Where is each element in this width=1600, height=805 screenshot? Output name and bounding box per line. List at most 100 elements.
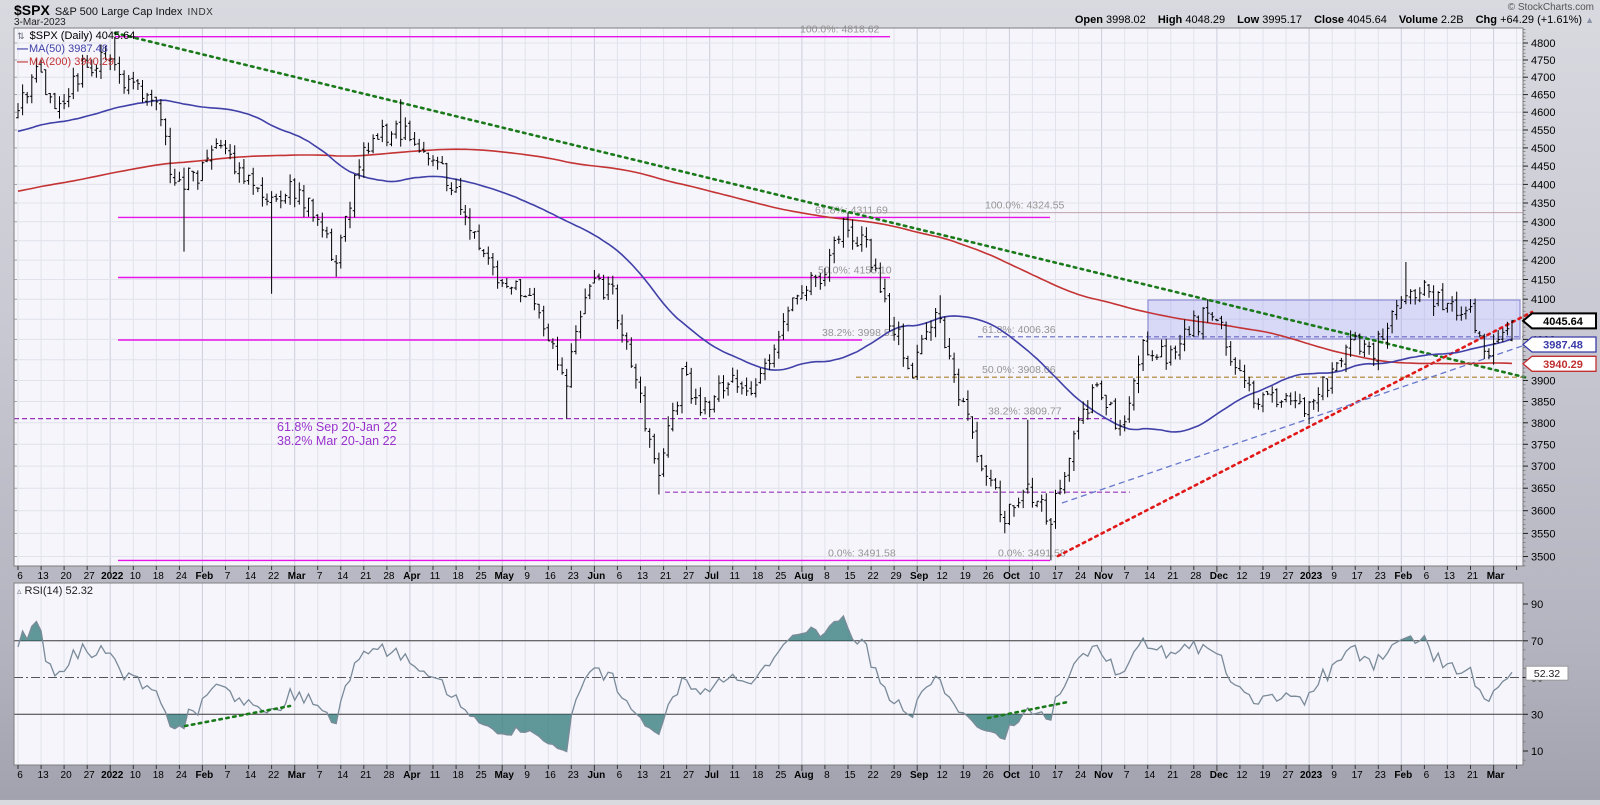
svg-text:3550: 3550 [1531,528,1555,540]
svg-text:7: 7 [1124,770,1130,781]
svg-text:17: 17 [1352,571,1364,582]
svg-text:29: 29 [891,571,903,582]
svg-text:4200: 4200 [1531,255,1555,267]
svg-text:100.0%: 4324.55: 100.0%: 4324.55 [985,200,1065,212]
svg-text:24: 24 [1075,571,1087,582]
ohlc-bars [16,36,1514,561]
svg-text:28: 28 [1190,571,1202,582]
svg-text:11: 11 [430,571,441,582]
svg-text:14: 14 [337,571,349,582]
svg-text:8: 8 [824,770,830,781]
svg-text:15: 15 [844,571,856,582]
fib-note-618: 61.8% Sep 20-Jan 22 [277,420,398,434]
svg-text:Jun: Jun [588,571,606,582]
svg-text:52.32: 52.32 [1534,668,1560,680]
svg-text:12: 12 [937,770,949,781]
svg-text:4150: 4150 [1531,275,1555,287]
svg-text:18: 18 [453,571,465,582]
svg-text:6: 6 [617,571,623,582]
legend-title: $SPX (Daily) 4045.64 [29,30,136,42]
svg-text:11: 11 [430,770,441,781]
ma50-legend: MA(50) 3987.48 [29,43,108,55]
svg-text:Mar: Mar [288,571,306,582]
svg-text:4400: 4400 [1531,179,1555,191]
svg-text:Mar: Mar [1487,770,1505,781]
svg-text:22: 22 [268,571,280,582]
volume-label: Volume [1398,14,1438,26]
svg-text:30: 30 [1531,709,1543,721]
svg-text:11: 11 [730,571,741,582]
svg-text:14: 14 [1144,770,1156,781]
open-label: Open [1074,14,1103,26]
svg-text:4700: 4700 [1531,72,1555,84]
svg-text:Jul: Jul [704,571,719,582]
svg-text:28: 28 [383,571,395,582]
svg-text:Jul: Jul [704,770,719,781]
low-label: Low [1237,14,1260,26]
svg-text:38.2%: 3998.51: 38.2%: 3998.51 [822,327,896,339]
svg-text:12: 12 [937,571,949,582]
svg-text:21: 21 [1467,770,1479,781]
svg-text:Mar: Mar [1487,571,1505,582]
svg-text:23: 23 [568,770,580,781]
svg-text:Aug: Aug [794,571,813,582]
svg-text:Sep: Sep [910,770,928,781]
svg-text:13: 13 [38,770,50,781]
svg-text:14: 14 [337,770,349,781]
svg-text:28: 28 [1190,770,1202,781]
low-value: 3995.17 [1262,14,1302,26]
svg-text:27: 27 [84,770,96,781]
svg-text:10: 10 [130,571,142,582]
rsi-value-tag [1525,665,1569,681]
svg-text:8: 8 [824,571,830,582]
svg-text:24: 24 [176,770,188,781]
chart-date: 3-Mar-2023 [14,17,66,28]
svg-text:Nov: Nov [1094,571,1113,582]
ma200-line [17,148,1513,365]
svg-text:7: 7 [1124,571,1130,582]
svg-text:21: 21 [660,571,672,582]
svg-text:4750: 4750 [1531,55,1555,67]
price-tags: 4045.64 3987.48 3940.29 52.32 [1521,312,1597,681]
rsi-panel [14,614,1523,753]
svg-text:Aug: Aug [794,770,813,781]
svg-text:3940.29: 3940.29 [1543,359,1583,371]
svg-text:20: 20 [61,770,73,781]
svg-text:7: 7 [317,770,323,781]
rsi-legend: ▵ RSI(14) 52.32 [17,585,93,597]
svg-text:25: 25 [476,770,488,781]
svg-text:Feb: Feb [196,571,214,582]
symbol: $SPX [14,2,50,18]
svg-text:16: 16 [545,770,557,781]
svg-text:15: 15 [844,770,856,781]
svg-text:14: 14 [1144,571,1156,582]
svg-text:21: 21 [360,770,372,781]
svg-text:19: 19 [1259,571,1271,582]
svg-text:27: 27 [1283,770,1295,781]
svg-text:50.0%: 4155.10: 50.0%: 4155.10 [818,265,892,277]
svg-text:3900: 3900 [1531,376,1555,388]
svg-text:25: 25 [476,571,488,582]
svg-text:29: 29 [891,770,903,781]
svg-text:2023: 2023 [1300,770,1323,781]
svg-text:16: 16 [545,571,557,582]
date-axis: 6 6 13 13 20 20 27 27 2022 2022 10 10 18 18 24 24 Feb Feb… [17,566,1518,781]
svg-text:May: May [494,571,514,582]
svg-text:4650: 4650 [1531,90,1555,102]
change-value: +64.29 (+1.61%) [1500,14,1583,26]
svg-text:4100: 4100 [1531,294,1555,306]
svg-text:12: 12 [1236,770,1248,781]
svg-text:9: 9 [1331,571,1337,582]
svg-text:19: 19 [960,571,972,582]
change-label: Chg [1475,14,1497,26]
svg-text:27: 27 [683,770,695,781]
svg-text:27: 27 [1283,571,1295,582]
svg-text:26: 26 [983,571,995,582]
ma200-swatch: — [17,56,28,68]
svg-text:28: 28 [383,770,395,781]
svg-text:61.8%: 4311.69: 61.8%: 4311.69 [815,204,888,216]
svg-text:4550: 4550 [1531,125,1555,137]
svg-text:26: 26 [983,770,995,781]
svg-text:10: 10 [1029,770,1041,781]
